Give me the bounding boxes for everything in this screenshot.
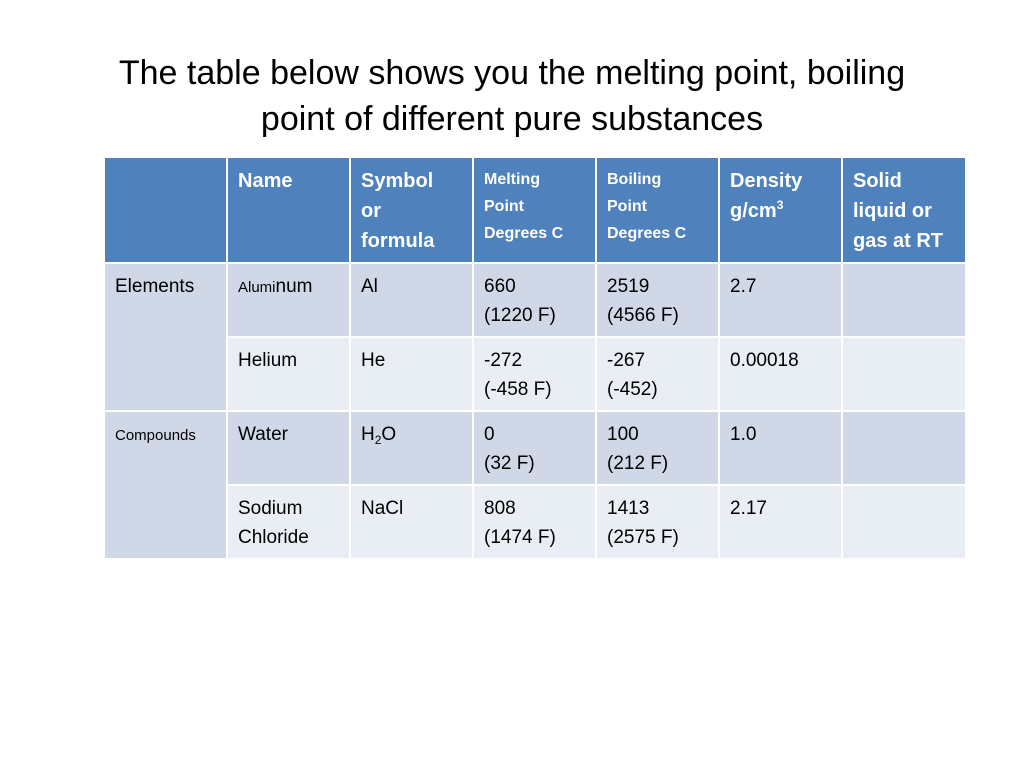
cell-boiling-f: (2575 F)	[607, 527, 679, 548]
cell-name-part: num	[275, 276, 313, 297]
table-row: Sodium Chloride NaCl 808 (1474 F) 1413 (…	[104, 484, 967, 560]
header-group	[103, 156, 228, 264]
header-boiling: Boiling Point Degrees C	[595, 156, 720, 264]
cell-density: 2.17	[718, 484, 843, 560]
cell-name: Helium	[226, 336, 351, 412]
cell-melting-f: (32 F)	[484, 453, 535, 474]
cell-density: 1.0	[718, 410, 843, 486]
header-boiling-line: Point	[607, 198, 647, 215]
header-boiling-line: Boiling	[607, 171, 662, 188]
header-melting-line: Melting	[484, 171, 540, 188]
header-density-exponent: 3	[776, 198, 784, 212]
cell-symbol: NaCl	[349, 484, 474, 560]
cell-density: 2.7	[718, 262, 843, 338]
header-state: Solid liquid or gas at RT	[841, 156, 967, 264]
cell-melting-f: (1474 F)	[484, 527, 556, 548]
cell-name-part: Alumi	[238, 279, 276, 296]
cell-melting-f: (-458 F)	[484, 379, 552, 400]
substances-table: Name Symbol or formula Melting Point Deg…	[103, 156, 967, 560]
cell-name-line: Chloride	[238, 527, 309, 548]
table-row: Compounds Water H2O 0 (32 F) 100 (212 F)…	[103, 410, 967, 560]
cell-boiling-c: 1413	[607, 498, 650, 519]
header-state-line: liquid or	[853, 200, 932, 222]
cell-melting-c: 0	[484, 424, 495, 445]
cell-symbol: H2O	[349, 410, 474, 486]
header-symbol-line: formula	[361, 230, 435, 252]
cell-symbol-part: H	[361, 424, 375, 445]
cell-melting: -272 (-458 F)	[472, 336, 597, 412]
header-melting-line: Degrees C	[484, 225, 564, 242]
cell-melting: 808 (1474 F)	[472, 484, 597, 560]
header-density-unit-text: g/cm	[730, 200, 777, 222]
cell-symbol: Al	[349, 262, 474, 338]
cell-melting: 660 (1220 F)	[472, 262, 597, 338]
header-melting-line: Point	[484, 198, 524, 215]
group-elements: Elements	[103, 262, 228, 412]
header-row: Name Symbol or formula Melting Point Deg…	[103, 156, 967, 264]
group-compounds-label: Compounds	[115, 427, 196, 444]
cell-boiling-c: -267	[607, 350, 646, 371]
cell-boiling-c: 100	[607, 424, 639, 445]
cell-name-line: Sodium	[238, 498, 303, 519]
cell-melting-c: 660	[484, 276, 516, 297]
header-name: Name	[226, 156, 351, 264]
cell-symbol: He	[349, 336, 474, 412]
header-boiling-line: Degrees C	[607, 225, 687, 242]
header-density: Density g/cm3	[718, 156, 843, 264]
cell-state	[841, 262, 967, 338]
header-density-unit: g/cm3	[730, 196, 831, 226]
cell-name: Water	[226, 410, 351, 486]
cell-name: Aluminum	[226, 262, 351, 338]
cell-state	[841, 410, 967, 486]
header-symbol-line: Symbol	[361, 170, 434, 192]
cell-density: 0.00018	[718, 336, 843, 412]
header-state-line: Solid	[853, 170, 902, 192]
cell-melting: 0 (32 F)	[472, 410, 597, 486]
cell-symbol-part: O	[381, 424, 397, 445]
cell-boiling-f: (4566 F)	[607, 305, 679, 326]
cell-boiling: 1413 (2575 F)	[595, 484, 720, 560]
cell-melting-f: (1220 F)	[484, 305, 556, 326]
header-melting: Melting Point Degrees C	[472, 156, 597, 264]
header-density-label: Density	[730, 170, 803, 192]
header-symbol: Symbol or formula	[349, 156, 474, 264]
cell-melting-c: -272	[484, 350, 523, 371]
cell-melting-c: 808	[484, 498, 516, 519]
cell-boiling: -267 (-452)	[595, 336, 720, 412]
slide-title-line-1: The table below shows you the melting po…	[118, 54, 906, 92]
cell-boiling-f: (212 F)	[607, 453, 669, 474]
cell-boiling: 100 (212 F)	[595, 410, 720, 486]
slide-title: The table below shows you the melting po…	[60, 50, 964, 142]
table-row: Helium He -272 (-458 F) -267 (-452) 0.00…	[104, 336, 967, 412]
cell-boiling: 2519 (4566 F)	[595, 262, 720, 338]
cell-boiling-c: 2519	[607, 276, 650, 297]
cell-name: Sodium Chloride	[226, 484, 351, 560]
cell-boiling-f: (-452)	[607, 379, 658, 400]
cell-state	[841, 484, 967, 560]
slide-title-line-2: point of different pure substances	[260, 100, 764, 138]
cell-symbol-subscript: 2	[374, 433, 382, 447]
header-state-line: gas at RT	[853, 230, 944, 252]
cell-state	[841, 336, 967, 412]
group-compounds: Compounds	[103, 410, 228, 560]
header-symbol-line: or	[361, 200, 381, 222]
table-row: Elements Aluminum Al 660 (1220 F) 2519 (…	[103, 262, 967, 412]
